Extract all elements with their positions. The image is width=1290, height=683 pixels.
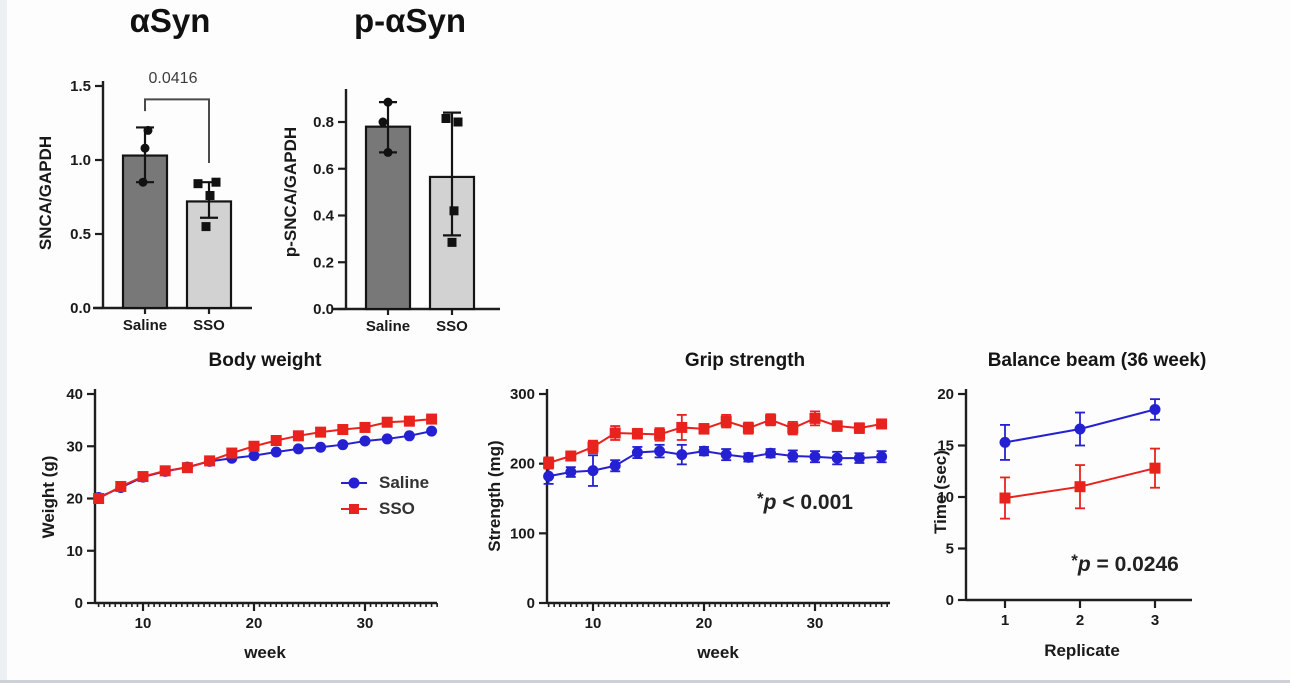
legend-item-sso: SSO [341, 498, 429, 518]
svg-text:5: 5 [946, 541, 954, 558]
legend-item-saline: Saline [341, 472, 430, 492]
grip-strength-chart: 0 100 200 300 10 20 30 [510, 386, 890, 632]
sso-marker-icon [341, 502, 367, 515]
asyn-panel-title: αSyn [129, 2, 211, 39]
grip-strength-significance: *p < 0.001 [757, 489, 853, 514]
svg-text:SSO: SSO [193, 317, 225, 334]
svg-text:10: 10 [135, 615, 152, 632]
bars [364, 97, 476, 311]
series-SSO [999, 447, 1161, 520]
bottom-edge-line [0, 680, 1290, 683]
asyn-bar-chart: 0.0 0.5 1.0 1.5 Saline SSO [70, 78, 252, 334]
pasyn-y-axis-label: p-SNCA/GAPDH [281, 126, 300, 258]
bars [121, 125, 233, 310]
svg-text:100: 100 [510, 525, 535, 542]
svg-text:0.4: 0.4 [313, 208, 335, 225]
body-weight-legend: Saline SSO [341, 472, 430, 518]
pasyn-bar-chart: 0.0 0.2 0.4 0.6 0.8 Saline SSO [313, 88, 500, 335]
svg-text:0: 0 [946, 592, 954, 609]
svg-text:2: 2 [1076, 612, 1084, 629]
svg-text:10: 10 [585, 615, 602, 632]
svg-text:30: 30 [357, 615, 374, 632]
svg-text:1: 1 [1001, 612, 1009, 629]
series-Saline [543, 443, 888, 487]
series-Saline [999, 398, 1161, 461]
svg-text:20: 20 [937, 386, 954, 403]
grip-strength-title: Grip strength [684, 350, 806, 371]
svg-text:SSO: SSO [436, 318, 468, 335]
body-weight-title: Body weight [208, 350, 322, 371]
saline-marker-icon [341, 476, 367, 489]
svg-text:Saline: Saline [366, 318, 410, 335]
grip-strength-x-axis-label: week [697, 643, 739, 662]
svg-text:1.5: 1.5 [70, 78, 91, 95]
legend-label-sso: SSO [379, 498, 415, 518]
balance-beam-x-axis-label: Replicate [1044, 641, 1120, 660]
series-SSO [93, 413, 438, 504]
legend-label-saline: Saline [379, 472, 430, 492]
svg-text:Saline: Saline [123, 317, 167, 334]
svg-text:300: 300 [510, 386, 535, 403]
svg-text:20: 20 [246, 615, 263, 632]
balance-beam-chart: 0 5 10 15 20 1 2 3 [937, 386, 1192, 629]
axes: 0 5 10 15 20 1 2 3 [937, 386, 1192, 629]
svg-text:0.0: 0.0 [70, 300, 91, 317]
svg-text:15: 15 [937, 438, 954, 455]
axes: 0.0 0.5 1.0 1.5 Saline SSO [70, 78, 252, 334]
svg-text:20: 20 [696, 615, 713, 632]
svg-text:200: 200 [510, 456, 535, 473]
body-weight-chart: 0 10 20 30 40 10 20 30 [66, 386, 438, 632]
series-SSO [543, 410, 888, 470]
svg-text:0.2: 0.2 [313, 254, 334, 271]
significance-bracket [144, 98, 210, 163]
svg-text:0.5: 0.5 [70, 226, 91, 243]
svg-text:10: 10 [66, 543, 83, 560]
svg-text:30: 30 [66, 438, 83, 455]
axes: 0 10 20 30 40 10 20 30 [66, 386, 438, 632]
svg-text:0.6: 0.6 [313, 161, 334, 178]
asyn-p-value: 0.0416 [148, 70, 198, 87]
svg-text:0: 0 [527, 595, 535, 612]
svg-text:40: 40 [66, 386, 83, 403]
svg-text:0: 0 [75, 595, 83, 612]
svg-text:1.0: 1.0 [70, 152, 91, 169]
balance-beam-significance: *p = 0.0246 [1071, 551, 1179, 576]
svg-text:0.8: 0.8 [313, 114, 334, 131]
axes: 0 100 200 300 10 20 30 [510, 386, 890, 632]
body-weight-x-axis-label: week [244, 643, 286, 662]
svg-text:20: 20 [66, 491, 83, 508]
left-edge-band [0, 0, 7, 683]
pasyn-panel-title: p-αSyn [354, 2, 466, 39]
svg-text:3: 3 [1151, 612, 1159, 629]
svg-text:0.0: 0.0 [313, 301, 334, 318]
svg-text:10: 10 [937, 489, 954, 506]
balance-beam-title: Balance beam (36 week) [987, 350, 1207, 371]
svg-text:30: 30 [807, 615, 824, 632]
